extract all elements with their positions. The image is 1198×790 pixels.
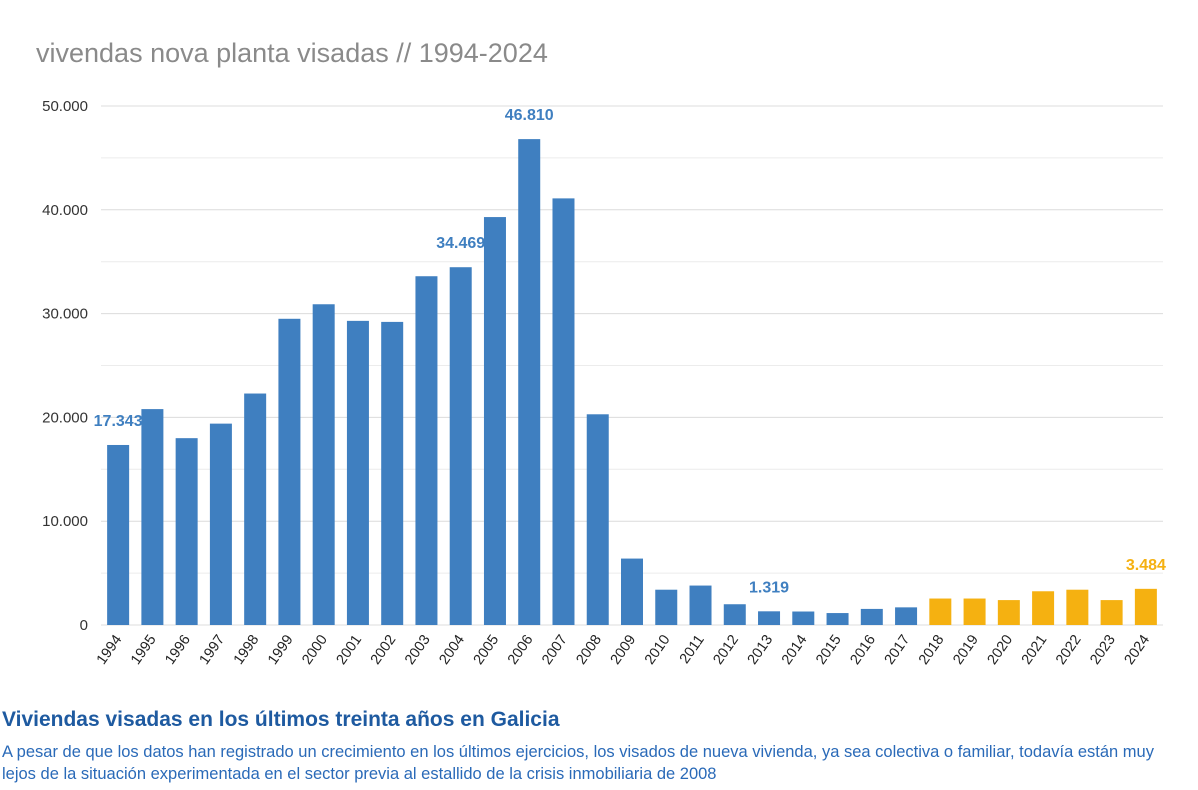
y-tick-label: 50.000	[42, 98, 88, 115]
x-tick-label: 2006	[505, 632, 537, 668]
x-tick-label: 2003	[402, 632, 434, 668]
bar-2019	[963, 598, 986, 625]
x-tick-label: 1998	[231, 632, 263, 668]
data-label-2004: 34.469	[436, 235, 485, 252]
y-tick-label: 0	[80, 617, 88, 634]
bar-2006	[518, 139, 541, 626]
y-tick-label: 20.000	[42, 409, 88, 426]
x-tick-label: 2008	[573, 632, 605, 668]
bar-2005	[483, 217, 506, 626]
y-tick-label: 40.000	[42, 202, 88, 219]
x-tick-label: 2018	[916, 632, 948, 668]
bar-2000	[312, 304, 335, 625]
y-axis-tick-labels: 0 10.000 20.000 30.000 40.000 50.000	[42, 98, 88, 634]
data-label-1994: 17.343	[94, 413, 143, 430]
data-label-2024: 3.484	[1126, 557, 1166, 574]
x-tick-label: 2014	[779, 632, 811, 668]
x-tick-label: 2020	[985, 632, 1017, 668]
x-tick-label: 1994	[94, 632, 126, 668]
x-tick-label: 2022	[1053, 632, 1085, 668]
x-tick-label: 1996	[162, 632, 194, 668]
bar-1999	[278, 318, 301, 625]
bar-1995	[141, 409, 164, 625]
x-tick-label: 2004	[436, 632, 468, 668]
caption-title: Viviendas visadas en los últimos treinta…	[2, 708, 560, 731]
bar-1996	[175, 438, 198, 625]
bar-2023	[1100, 600, 1123, 625]
x-tick-label: 2013	[745, 632, 777, 668]
x-tick-label: 2012	[710, 632, 742, 668]
x-tick-label: 2011	[677, 632, 708, 667]
bar-2012	[723, 604, 746, 625]
chart-title: vivendas nova planta visadas // 1994-202…	[36, 38, 548, 68]
bar-1994	[107, 444, 130, 625]
bar-2022	[1066, 589, 1089, 625]
x-tick-label: 2017	[882, 632, 914, 668]
x-tick-label: 2010	[642, 632, 674, 668]
bar-2001	[346, 320, 369, 625]
x-tick-label: 2019	[950, 632, 982, 668]
bar-2016	[860, 608, 883, 625]
bar-2013	[758, 611, 781, 625]
x-tick-label: 2000	[299, 632, 331, 668]
bar-2021	[1032, 591, 1055, 625]
bar-2010	[655, 589, 678, 625]
x-tick-label: 2016	[847, 632, 879, 668]
x-tick-label: 2005	[471, 632, 503, 668]
y-tick-label: 30.000	[42, 306, 88, 323]
bars	[107, 139, 1157, 626]
bar-2007	[552, 198, 575, 625]
bar-2002	[381, 321, 404, 625]
bar-1997	[209, 423, 232, 625]
bar-2004	[449, 267, 472, 625]
x-tick-label: 2002	[368, 632, 400, 668]
bar-2003	[415, 276, 438, 625]
bar-2017	[895, 607, 918, 625]
x-tick-label: 1999	[265, 632, 297, 668]
x-tick-label: 2009	[608, 632, 640, 668]
x-axis-tick-labels: 1994 1995 1996 1997 1998 1999 2000 2001 2002 2003…	[94, 632, 1153, 668]
bar-2011	[689, 585, 712, 625]
data-label-2006: 46.810	[505, 107, 554, 124]
data-label-2013: 1.319	[749, 579, 789, 596]
bar-chart: 0 10.000 20.000 30.000 40.000 50.000 1994 1995…	[42, 98, 1166, 668]
x-tick-label: 2021	[1019, 632, 1051, 668]
caption-text: A pesar de que los datos han registrado …	[2, 743, 1154, 783]
bar-2020	[997, 600, 1020, 625]
x-tick-label: 2023	[1087, 632, 1119, 668]
x-tick-label: 1995	[128, 632, 160, 668]
bar-2015	[826, 613, 849, 625]
bar-2014	[792, 611, 815, 625]
bar-2018	[929, 598, 952, 625]
x-tick-label: 2001	[334, 632, 366, 668]
x-tick-label: 2015	[813, 632, 845, 668]
bar-2024	[1134, 588, 1157, 625]
bar-1998	[244, 393, 267, 625]
x-tick-label: 1997	[197, 632, 229, 668]
bar-2009	[621, 558, 643, 625]
x-tick-label: 2007	[539, 632, 571, 668]
x-tick-label: 2024	[1122, 632, 1154, 668]
bar-2008	[586, 414, 609, 625]
data-labels: 17.343 34.469 46.810 1.319 3.484	[94, 107, 1166, 596]
y-tick-label: 10.000	[42, 513, 88, 530]
